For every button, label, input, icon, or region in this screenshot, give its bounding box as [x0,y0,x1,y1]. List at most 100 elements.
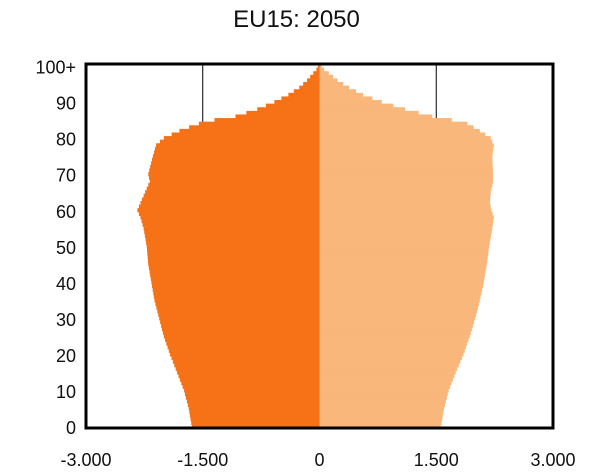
y-tick-label: 80 [56,130,76,150]
bar-left-age-78 [156,143,320,148]
bar-left-age-47 [147,255,320,260]
bar-right-age-82 [319,128,480,134]
bar-left-age-60 [137,208,320,213]
bar-left-age-65 [145,190,320,195]
bar-left-age-83 [189,125,320,130]
bar-right-age-14 [319,373,455,379]
bar-right-age-22 [319,345,466,350]
bar-right-age-11 [319,384,451,389]
bar-left-age-52 [145,236,320,242]
bar-right-age-50 [319,244,490,249]
bar-left-age-41 [150,276,320,281]
bar-left-age-13 [179,377,320,382]
bar-right-age-29 [319,319,475,325]
bar-right-age-71 [319,168,493,173]
bar-left-age-27 [161,327,320,332]
bar-right-age-60 [319,208,492,213]
bar-left-age-97 [310,74,320,80]
bar-right-age-2 [319,417,443,422]
x-tick-label: -3.000 [60,450,111,470]
bar-left-age-66 [146,186,320,191]
bar-left-age-37 [153,291,320,296]
bar-right-age-8 [319,395,447,400]
bar-left-age-84 [198,121,320,126]
bar-right-age-25 [319,334,470,339]
bar-right-age-94 [319,85,350,90]
y-axis-ticks: 0 10 20 30 40 50 60 70 80 90 100+ [35,58,76,438]
bar-left-age-61 [138,204,320,209]
bar-left-age-80 [163,136,320,141]
bar-left-age-11 [182,384,320,389]
bar-left-age-29 [160,319,320,325]
bar-left-age-34 [155,301,320,307]
bar-right-age-4 [319,409,444,415]
bar-left-age-23 [166,341,320,346]
bar-right-age-53 [319,233,492,238]
bar-left-age-14 [178,373,320,379]
bar-right-age-30 [319,316,476,321]
bar-right-age-51 [319,240,490,245]
bar-left-age-40 [151,280,320,285]
bar-right-age-92 [319,92,364,98]
bar-right-age-97 [319,74,334,80]
bar-right-age-43 [319,269,486,274]
bar-left-age-53 [144,233,320,238]
bar-left-age-98 [313,71,320,76]
bar-left-age-73 [151,161,320,166]
bar-right-age-45 [319,262,487,267]
bar-right-age-73 [319,161,493,166]
bar-left-age-96 [307,78,320,83]
bar-left-age-8 [185,395,320,400]
bar-right-age-76 [319,150,493,155]
bar-left-age-81 [171,132,320,137]
bar-right-age-67 [319,182,493,188]
bar-left-age-91 [281,96,320,101]
bar-right-age-1 [319,420,442,425]
bar-right-age-88 [319,107,406,112]
y-tick-label: 20 [56,346,76,366]
bar-right-age-84 [319,121,468,126]
bar-right-age-17 [319,363,459,368]
bar-left-age-16 [175,366,320,371]
bar-right-age-98 [319,71,329,76]
bar-left-age-70 [148,172,320,177]
bar-left-age-56 [142,222,320,227]
bar-left-age-58 [140,215,320,220]
bar-right-age-13 [319,377,453,382]
bar-right-age-57 [319,218,494,224]
x-tick-label: 0 [314,450,324,470]
bar-right-age-20 [319,352,464,357]
bar-left-age-72 [150,164,320,170]
bar-right-age-21 [319,348,465,353]
bar-right-age-46 [319,258,488,263]
bar-right-age-63 [319,197,491,202]
bar-right-age-54 [319,229,492,234]
bar-right-age-83 [319,125,474,130]
bar-left-age-79 [159,139,320,144]
bar-left-age-88 [257,107,320,112]
bar-left-age-77 [155,146,320,152]
bar-left-age-50 [146,244,320,249]
bar-left-age-46 [147,258,320,263]
y-tick-label: 0 [66,418,76,438]
bar-left-age-3 [189,413,320,418]
bar-right-age-74 [319,157,493,162]
bar-left-age-26 [162,330,320,335]
bar-right-age-52 [319,236,491,242]
bar-left-age-90 [274,100,320,105]
bar-left-age-99 [316,67,320,72]
bar-left-age-24 [165,337,320,343]
bar-right-age-72 [319,164,493,170]
bar-left-age-51 [146,240,320,245]
bar-right-age-12 [319,381,452,386]
x-tick-label: 3.000 [530,450,575,470]
bar-right-age-90 [319,100,382,105]
bar-left-age-33 [156,305,320,310]
bar-left-age-6 [187,402,320,407]
y-tick-label: 40 [56,274,76,294]
bar-right-age-44 [319,265,487,271]
bar-left-age-87 [246,110,320,116]
bar-right-age-79 [319,139,493,144]
bar-right-age-42 [319,273,485,278]
y-tick-label: 30 [56,310,76,330]
